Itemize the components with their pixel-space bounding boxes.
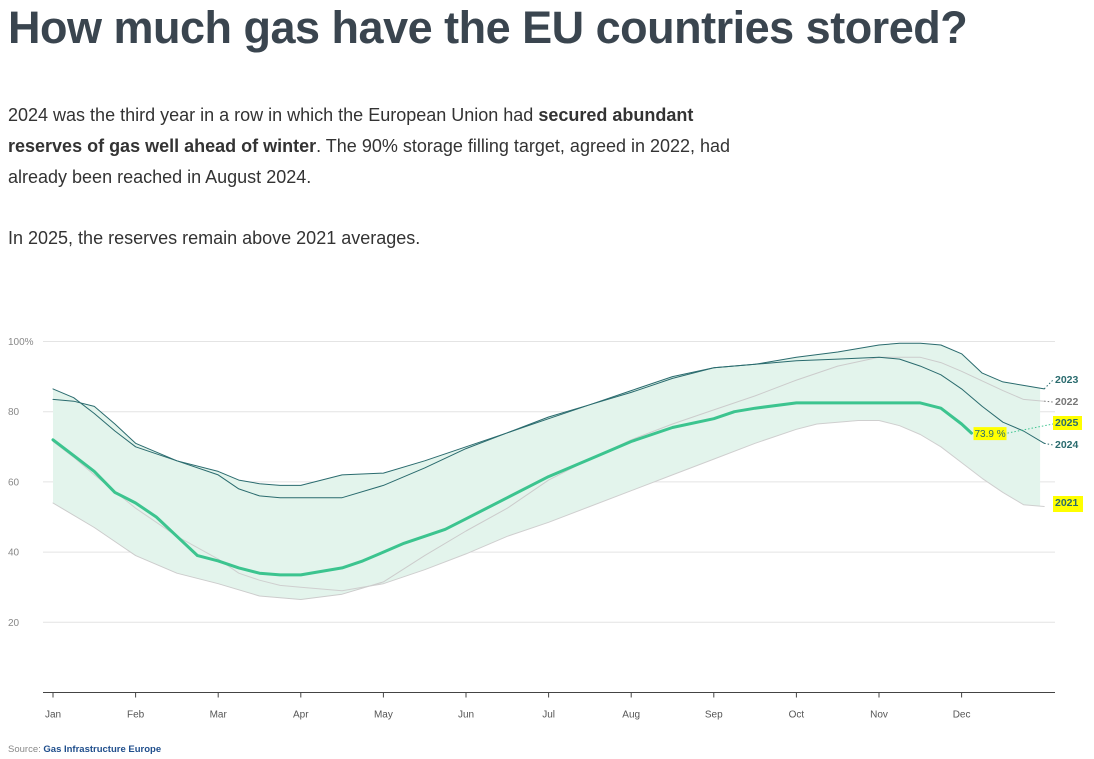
x-tick-label: Jan — [45, 710, 61, 721]
series-label-2024: 2024 — [1055, 439, 1079, 451]
label-connector — [1044, 442, 1054, 446]
intro-text-a: 2024 was the third year in a row in whic… — [8, 105, 539, 125]
series-label-2023: 2023 — [1055, 374, 1079, 386]
series-line-2021 — [52, 420, 1045, 592]
intro-text: 2024 was the third year in a row in whic… — [8, 100, 768, 254]
label-connector — [1007, 423, 1054, 434]
x-tick-label: Jun — [458, 710, 474, 721]
x-tick-label: Nov — [870, 710, 888, 721]
y-tick-label: 80 — [8, 407, 20, 418]
series-line-2025 — [51, 401, 973, 577]
y-tick-label: 100% — [8, 337, 34, 348]
annotation-highlight — [973, 427, 1007, 441]
gas-storage-chart: 20 40 60 80 100% 73.9 % 2023 2022 2025 2024 2021 Ja… — [8, 337, 1083, 721]
intro-paragraph-1: 2024 was the third year in a row in whic… — [8, 100, 768, 193]
x-tick-label: May — [374, 710, 393, 721]
label-highlight — [1053, 496, 1083, 512]
series-label-2022: 2022 — [1055, 396, 1079, 408]
series-line-2024 — [52, 356, 1045, 499]
intro-text-bold: secured abundant reserves of gas well ah… — [8, 105, 694, 156]
intro-paragraph-2: In 2025, the reserves remain above 2021 … — [8, 228, 421, 248]
label-connector — [1044, 400, 1054, 403]
y-tick-label: 60 — [8, 477, 20, 488]
x-tick-label: Dec — [953, 710, 971, 721]
x-tick-label: Sep — [705, 710, 723, 721]
x-tick-label: Aug — [622, 710, 640, 721]
label-connector — [1043, 379, 1054, 390]
value-annotation: 73.9 % — [975, 429, 1006, 440]
x-tick-label: Oct — [789, 710, 805, 721]
series-label-2021: 2021 — [1055, 497, 1079, 509]
x-tick-label: Apr — [293, 710, 309, 721]
range-band — [53, 343, 1041, 600]
series-label-2025: 2025 — [1055, 417, 1079, 429]
x-tick-label: Jul — [542, 710, 555, 721]
source-prefix: Source: — [8, 744, 44, 755]
label-highlight — [1053, 416, 1082, 430]
y-tick-label: 20 — [8, 618, 20, 629]
source-note: Source: Gas Infrastructure Europe — [8, 744, 161, 755]
series-line-2023 — [52, 342, 1045, 486]
intro-text-b: . The 90% storage filling target, agreed… — [8, 136, 731, 187]
x-tick-label: Mar — [210, 710, 228, 721]
page-title: How much gas have the EU countries store… — [8, 2, 968, 53]
source-link[interactable]: Gas Infrastructure Europe — [43, 744, 162, 755]
x-tick-label: Feb — [127, 710, 145, 721]
y-tick-label: 40 — [8, 548, 20, 559]
